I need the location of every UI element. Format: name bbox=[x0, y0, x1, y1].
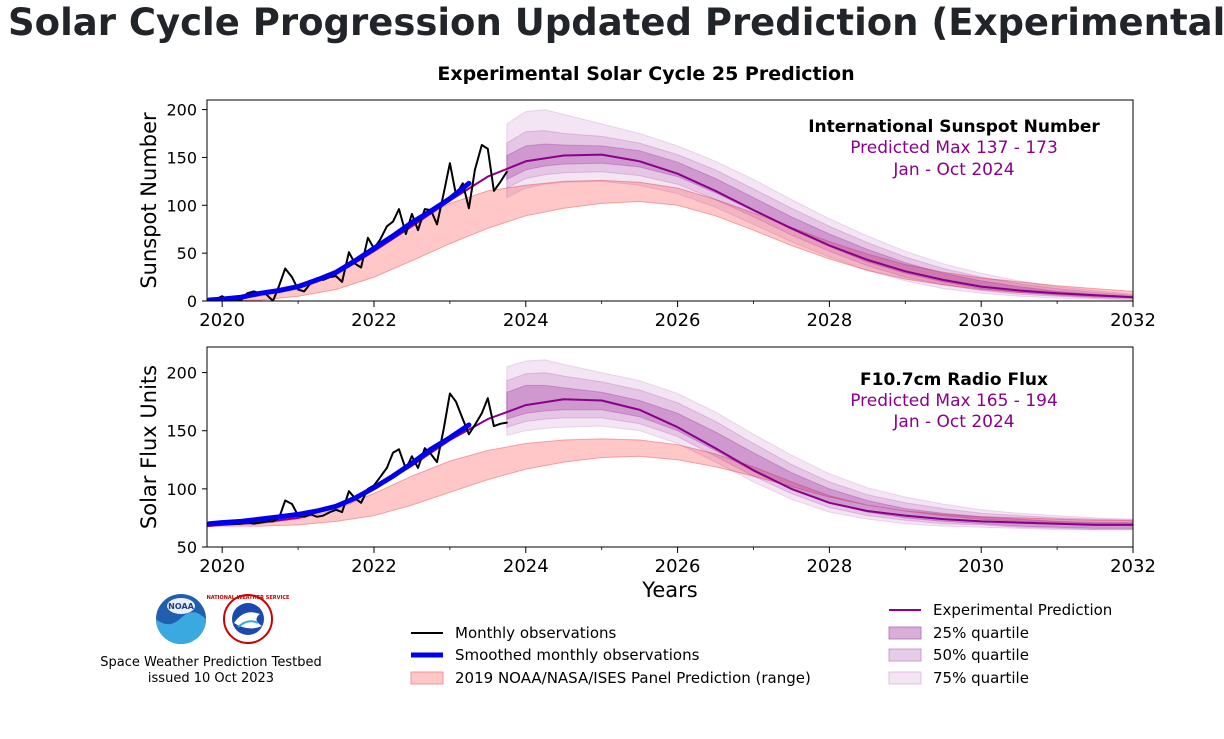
predicted-window-annotation: Jan - Oct 2024 bbox=[892, 160, 1014, 180]
x-tick-label: 2024 bbox=[503, 310, 549, 331]
legend-label-monthly: Monthly observations bbox=[455, 624, 617, 642]
x-tick-label: 2032 bbox=[1110, 556, 1156, 577]
y-tick-label: 50 bbox=[177, 244, 197, 263]
y-tick-label: 150 bbox=[166, 148, 197, 167]
plot-frame bbox=[206, 99, 1134, 302]
x-tick-label: 2022 bbox=[351, 556, 397, 577]
y-axis-label: Solar Flux Units bbox=[137, 365, 161, 529]
legend-label-q25: 25% quartile bbox=[933, 624, 1029, 642]
band-50-quartile bbox=[506, 372, 1133, 531]
x-tick-label: 2026 bbox=[655, 556, 701, 577]
band-25-quartile bbox=[506, 143, 1133, 299]
nws-logo: NATIONAL WEATHER SERVICE bbox=[207, 594, 290, 644]
noaa-logo-text: NOAA bbox=[168, 602, 194, 611]
predicted-window-annotation: Jan - Oct 2024 bbox=[892, 412, 1014, 432]
legend-label-q75: 75% quartile bbox=[933, 669, 1029, 687]
x-tick-label: 2030 bbox=[958, 310, 1004, 331]
series-monthly-observations bbox=[208, 392, 508, 525]
x-axis-label: Years bbox=[641, 578, 697, 602]
page-title: Solar Cycle Progression Updated Predicti… bbox=[8, 1, 1224, 44]
y-axis-label: Sunspot Number bbox=[137, 112, 161, 289]
legend-prediction: Experimental Prediction 25% quartile 50%… bbox=[888, 601, 1112, 687]
y-tick-label: 200 bbox=[166, 101, 197, 120]
legend-item-experimental: Experimental Prediction bbox=[889, 601, 1112, 619]
predicted-max-annotation: Predicted Max 137 - 173 bbox=[850, 138, 1058, 158]
band-75-quartile bbox=[506, 109, 1133, 301]
legend-item-monthly: Monthly observations bbox=[411, 624, 617, 642]
y-tick-label: 200 bbox=[166, 364, 197, 383]
legend-label-panel: 2019 NOAA/NASA/ISES Panel Prediction (ra… bbox=[455, 669, 811, 687]
legend-label-smoothed: Smoothed monthly observations bbox=[455, 646, 700, 664]
y-tick-label: 50 bbox=[177, 538, 197, 557]
chart-radio-flux: 2020 2022 2024 2026 2028 2030 2032 50 100 150 200… bbox=[137, 346, 1156, 602]
legend-item-q75: 75% quartile bbox=[888, 669, 1029, 687]
figure-suptitle: Experimental Solar Cycle 25 Prediction bbox=[437, 63, 854, 85]
figure: Experimental Solar Cycle 25 Prediction 2… bbox=[100, 63, 1156, 687]
credit-line-1: Space Weather Prediction Testbed bbox=[100, 655, 321, 670]
legend-item-smoothed: Smoothed monthly observations bbox=[411, 646, 700, 664]
noaa-logo: NOAA bbox=[156, 594, 206, 644]
x-tick-label: 2024 bbox=[503, 556, 549, 577]
legend-observations: Monthly observations Smoothed monthly ob… bbox=[410, 624, 811, 687]
series-smoothed-monthly-observations bbox=[207, 422, 472, 527]
band-2019-noaa-nasa-ises-panel-prediction-range bbox=[207, 438, 1133, 527]
legend-item-panel: 2019 NOAA/NASA/ISES Panel Prediction (ra… bbox=[410, 669, 811, 687]
legend-label-experimental: Experimental Prediction bbox=[933, 601, 1112, 619]
x-tick-label: 2028 bbox=[806, 310, 852, 331]
x-tick-label: 2032 bbox=[1110, 310, 1156, 331]
x-tick-label: 2020 bbox=[199, 310, 245, 331]
y-tick-label: 150 bbox=[166, 422, 197, 441]
band-75-quartile bbox=[506, 359, 1133, 531]
chart-sunspot-number: 2020 2022 2024 2026 2028 2030 2032 0 50 100 150 20… bbox=[137, 99, 1156, 331]
legend-item-q25: 25% quartile bbox=[888, 624, 1029, 642]
predicted-max-annotation: Predicted Max 165 - 194 bbox=[850, 391, 1058, 411]
x-tick-label: 2028 bbox=[806, 556, 852, 577]
legend-label-q50: 50% quartile bbox=[933, 646, 1029, 664]
legend-item-q50: 50% quartile bbox=[888, 646, 1029, 664]
y-tick-label: 100 bbox=[166, 480, 197, 499]
band-50-quartile bbox=[506, 130, 1133, 300]
chart-title: F10.7cm Radio Flux bbox=[860, 370, 1048, 390]
credit-line-2: issued 10 Oct 2023 bbox=[148, 671, 274, 686]
series-smoothed-monthly-observations bbox=[207, 180, 472, 301]
x-tick-label: 2022 bbox=[351, 310, 397, 331]
chart-title: International Sunspot Number bbox=[808, 117, 1100, 137]
x-tick-label: 2020 bbox=[199, 556, 245, 577]
y-tick-label: 0 bbox=[187, 292, 197, 311]
nws-logo-text: NATIONAL WEATHER SERVICE bbox=[207, 595, 290, 601]
x-tick-label: 2030 bbox=[958, 556, 1004, 577]
plot-frame bbox=[206, 346, 1134, 548]
x-tick-label: 2026 bbox=[655, 310, 701, 331]
y-tick-label: 100 bbox=[166, 196, 197, 215]
